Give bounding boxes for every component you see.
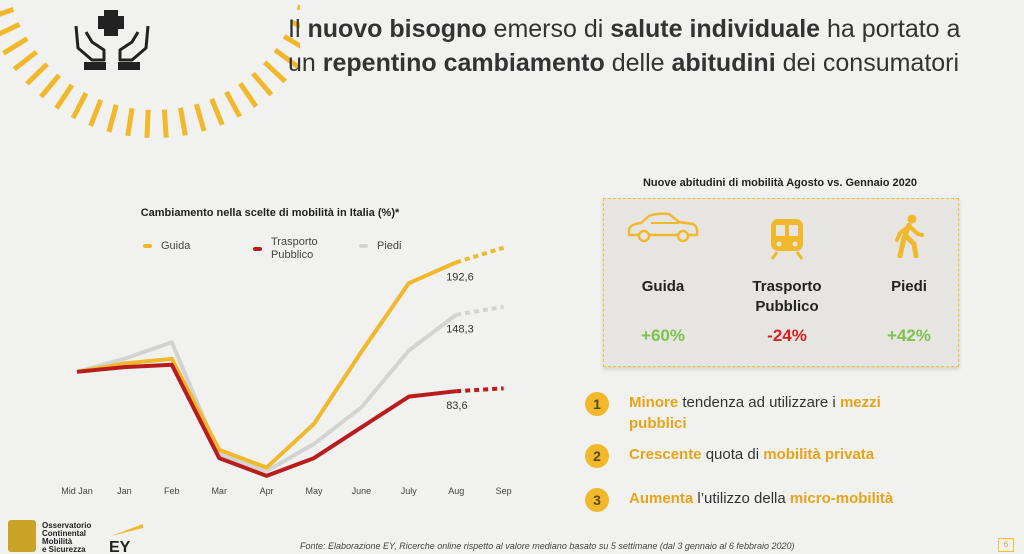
ray (109, 105, 116, 132)
ray (253, 74, 271, 95)
ray (196, 104, 204, 131)
ray (73, 93, 86, 118)
ray (226, 92, 239, 117)
series-line (77, 365, 456, 476)
title-segment: Il (288, 15, 307, 43)
page-number: 6 (998, 538, 1014, 552)
ey-logo: EY (107, 522, 147, 552)
ray (147, 110, 148, 138)
title-segment: emerso di (487, 15, 611, 43)
data-label: 148,3 (446, 324, 474, 336)
point-text: Crescente quota di mobilità privata (629, 444, 929, 465)
title-segment: dei consumatori (776, 49, 959, 77)
title-segment: abitudini (671, 49, 775, 77)
ray (181, 108, 186, 136)
ray (0, 24, 19, 36)
title-segment: delle (605, 49, 672, 77)
title-segment: salute individuale (610, 15, 820, 43)
svg-text:EY: EY (109, 539, 131, 552)
x-tick-label: Aug (448, 486, 464, 496)
x-tick-label: Mar (211, 486, 227, 496)
x-tick-label: Apr (260, 486, 274, 496)
ray (27, 64, 47, 83)
mode-change-value: +60% (608, 326, 718, 346)
ray (3, 39, 27, 54)
mode-change-value: +42% (854, 326, 964, 346)
ray (240, 83, 256, 106)
mobility-habits-panel: Guida +60% Trasporto Pubblico -24% (603, 198, 959, 367)
mode-trasporto-pubblico: Trasporto Pubblico -24% (732, 199, 842, 346)
panel-title: Nuove abitudini di mobilità Agosto vs. G… (600, 177, 960, 189)
organization-name: Osservatorio Continental Mobilità e Sicu… (42, 522, 91, 554)
point-text: Aumenta l’utilizzo della micro-mobilità (629, 488, 929, 509)
series-projection-line (456, 307, 503, 315)
mode-label: Trasporto Pubblico (737, 277, 837, 321)
mode-guida: Guida +60% (608, 199, 718, 346)
point-number-badge: 2 (585, 444, 609, 468)
series-projection-line (456, 388, 503, 391)
x-tick-label: June (352, 486, 372, 496)
train-icon (732, 209, 842, 267)
ray (0, 9, 13, 18)
data-label: 192,6 (446, 271, 474, 283)
mode-piedi: Piedi +42% (854, 199, 964, 346)
ray (91, 100, 101, 126)
x-tick-label: Feb (164, 486, 180, 496)
point-number-badge: 3 (585, 488, 609, 512)
data-label: 83,6 (446, 400, 467, 412)
key-point: 3 Aumenta l’utilizzo della micro-mobilità (585, 488, 929, 512)
mode-label: Piedi (854, 277, 964, 321)
mode-change-value: -24% (732, 326, 842, 346)
x-tick-label: Jan (117, 486, 132, 496)
x-tick-label: May (305, 486, 323, 496)
mobility-line-chart: Mid Jan Jan Feb Mar Apr May June July Aug Sep 192,… (0, 230, 540, 505)
point-text: Minore tendenza ad utilizzare i mezzi pu… (629, 392, 929, 434)
ray (128, 108, 132, 136)
source-note: Fonte: Elaborazione EY, Ricerche online … (300, 541, 794, 551)
ray (265, 62, 285, 81)
key-point: 2 Crescente quota di mobilità privata (585, 444, 929, 468)
key-point: 1 Minore tendenza ad utilizzare i mezzi p… (585, 392, 929, 434)
car-icon (608, 199, 718, 257)
ray (56, 85, 71, 108)
ray (41, 75, 59, 97)
pedestrian-icon (854, 207, 964, 265)
observatory-logo (8, 520, 36, 552)
hands-cross-icon (70, 8, 154, 74)
slide-title: Il nuovo bisogno emerso di salute indivi… (288, 12, 988, 80)
title-segment: nuovo bisogno (307, 15, 486, 43)
x-tick-label: Sep (496, 486, 512, 496)
x-tick-label: Mid Jan (61, 486, 93, 496)
point-number-badge: 1 (585, 392, 609, 416)
chart-title: Cambiamento nella scelte di mobilità in … (110, 207, 430, 219)
title-segment: repentino cambiamento (323, 49, 605, 77)
x-tick-label: July (401, 486, 418, 496)
ray (14, 52, 36, 69)
ray (212, 99, 223, 125)
mode-label: Guida (608, 277, 718, 321)
series-line (77, 315, 456, 471)
series-projection-line (456, 248, 503, 263)
ray (164, 110, 166, 138)
